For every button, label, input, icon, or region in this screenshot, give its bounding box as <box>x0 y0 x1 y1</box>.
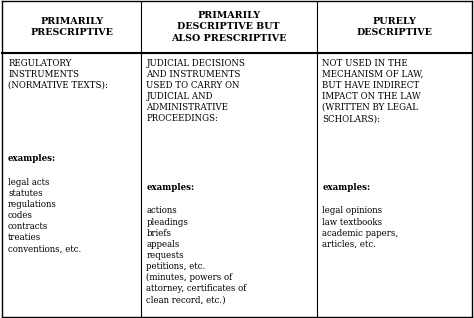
Text: legal acts
statutes
regulations
codes
contracts
treaties
conventions, etc.: legal acts statutes regulations codes co… <box>8 178 82 253</box>
Text: examples:: examples: <box>322 183 371 192</box>
Text: examples:: examples: <box>8 154 56 163</box>
Text: PRIMARILY
DESCRIPTIVE BUT
ALSO PRESCRIPTIVE: PRIMARILY DESCRIPTIVE BUT ALSO PRESCRIPT… <box>171 11 286 43</box>
Text: REGULATORY
INSTRUMENTS
(NORMATIVE TEXTS):: REGULATORY INSTRUMENTS (NORMATIVE TEXTS)… <box>8 59 108 90</box>
Text: JUDICIAL DECISIONS
AND INSTRUMENTS
USED TO CARRY ON
JUDICIAL AND
ADMINISTRATIVE
: JUDICIAL DECISIONS AND INSTRUMENTS USED … <box>146 59 246 123</box>
Text: PURELY
DESCRIPTIVE: PURELY DESCRIPTIVE <box>356 17 432 37</box>
Text: examples:: examples: <box>146 183 195 192</box>
Text: actions
pleadings
briefs
appeals
requests
petitions, etc.
(minutes, powers of
at: actions pleadings briefs appeals request… <box>146 206 247 304</box>
Text: PRIMARILY
PRESCRIPTIVE: PRIMARILY PRESCRIPTIVE <box>30 17 113 37</box>
Text: legal opinions
law textbooks
academic papers,
articles, etc.: legal opinions law textbooks academic pa… <box>322 206 399 249</box>
Text: NOT USED IN THE
MECHANISM OF LAW,
BUT HAVE INDIRECT
IMPACT ON THE LAW
(WRITTEN B: NOT USED IN THE MECHANISM OF LAW, BUT HA… <box>322 59 424 123</box>
